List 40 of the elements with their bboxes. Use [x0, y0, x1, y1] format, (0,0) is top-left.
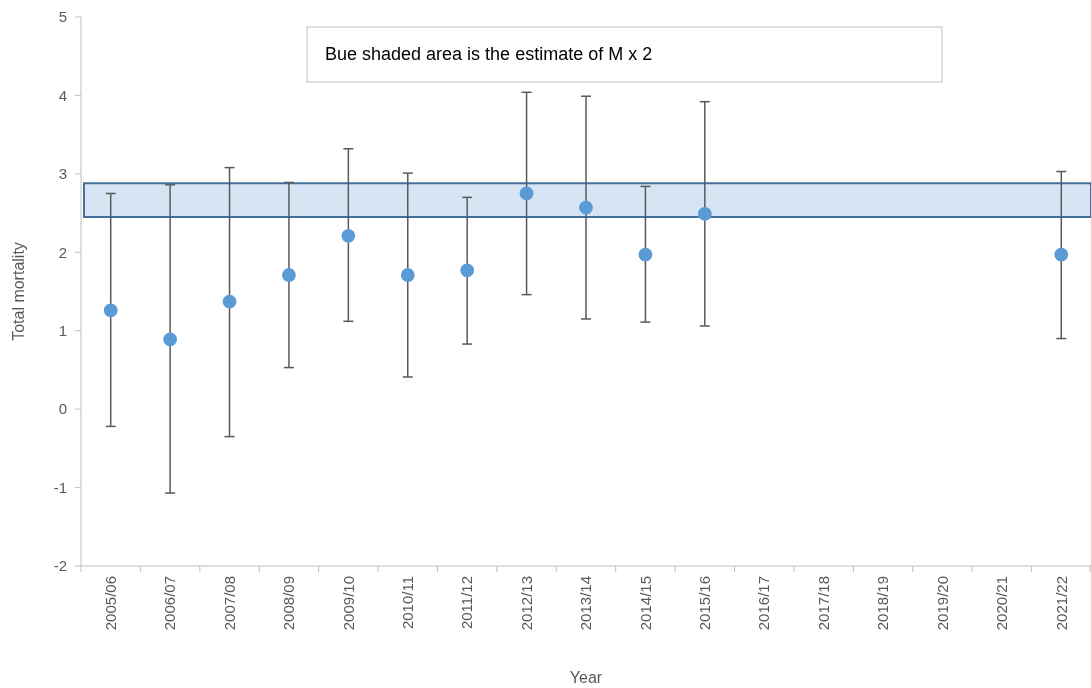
- x-tick-label: 2016/17: [755, 576, 773, 631]
- x-axis-title: Year: [569, 669, 603, 686]
- point: [579, 200, 593, 215]
- point: [697, 206, 712, 221]
- y-axis-title: Total mortality: [10, 242, 27, 341]
- x-tick-label: 2006/07: [161, 576, 179, 631]
- point: [400, 268, 415, 282]
- x-tick-label: 2011/12: [458, 576, 476, 630]
- y-tick-label: 1: [58, 321, 67, 339]
- x-tick-label: 2009/10: [339, 576, 357, 631]
- x-tick-label: 2010/11: [399, 576, 417, 630]
- point: [460, 263, 475, 278]
- x-tick-label: 2017/18: [814, 576, 832, 631]
- y-tick-label: 2: [58, 243, 67, 261]
- point: [519, 186, 534, 201]
- x-tick-label: 2020/21: [993, 576, 1011, 631]
- x-tick-label: 2018/19: [874, 576, 892, 631]
- y-tick-label: 0: [58, 400, 67, 418]
- x-tick-label: 2013/14: [577, 576, 595, 631]
- x-tick-label: 2015/16: [696, 576, 714, 631]
- y-tick-label: 4: [58, 86, 67, 104]
- x-tick-label: 2012/13: [517, 576, 535, 631]
- point: [341, 228, 356, 243]
- x-tick-label: 2014/15: [636, 576, 654, 631]
- x-tick-label: 2019/20: [933, 576, 951, 631]
- point: [638, 247, 653, 262]
- annotation: Bue shaded area is the estimate of M x 2: [325, 44, 653, 65]
- x-tick-label: 2008/09: [280, 576, 298, 631]
- y-tick-label: 3: [58, 165, 67, 183]
- y-tick-label: -2: [53, 557, 67, 575]
- point: [222, 294, 237, 309]
- x-tick-label: 2005/06: [101, 576, 119, 631]
- point: [282, 268, 296, 282]
- point: [163, 332, 178, 347]
- point: [1054, 247, 1069, 262]
- x-tick-label: 2007/08: [220, 576, 238, 631]
- y-tick-label: 5: [58, 8, 67, 26]
- y-tick-label: -1: [53, 478, 67, 496]
- point: [103, 303, 118, 318]
- x-tick-label: 2021/22: [1052, 576, 1070, 631]
